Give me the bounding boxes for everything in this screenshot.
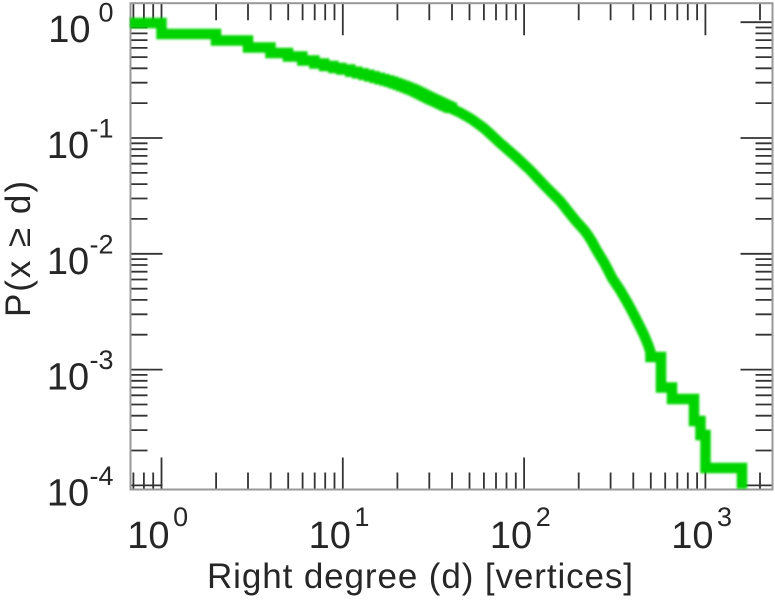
svg-text:0: 0	[173, 502, 188, 532]
svg-text:2: 2	[536, 502, 551, 532]
svg-text:-3: -3	[89, 345, 113, 375]
svg-text:10: 10	[127, 515, 169, 557]
svg-text:10: 10	[48, 9, 90, 51]
svg-text:-2: -2	[89, 229, 113, 259]
svg-text:10: 10	[47, 125, 89, 167]
svg-text:-1: -1	[89, 114, 113, 144]
svg-text:10: 10	[47, 472, 89, 514]
svg-text:10: 10	[671, 515, 713, 557]
svg-text:10: 10	[47, 357, 89, 399]
svg-text:-4: -4	[89, 461, 113, 491]
svg-text:Right degree (d) [vertices]: Right degree (d) [vertices]	[207, 557, 633, 596]
svg-text:3: 3	[717, 502, 732, 532]
svg-text:0: 0	[98, 0, 113, 28]
svg-text:1: 1	[354, 502, 369, 532]
svg-text:10: 10	[490, 515, 532, 557]
svg-text:10: 10	[47, 241, 89, 283]
svg-text:P(x ≥ d): P(x ≥ d)	[0, 181, 38, 317]
svg-text:10: 10	[309, 515, 351, 557]
